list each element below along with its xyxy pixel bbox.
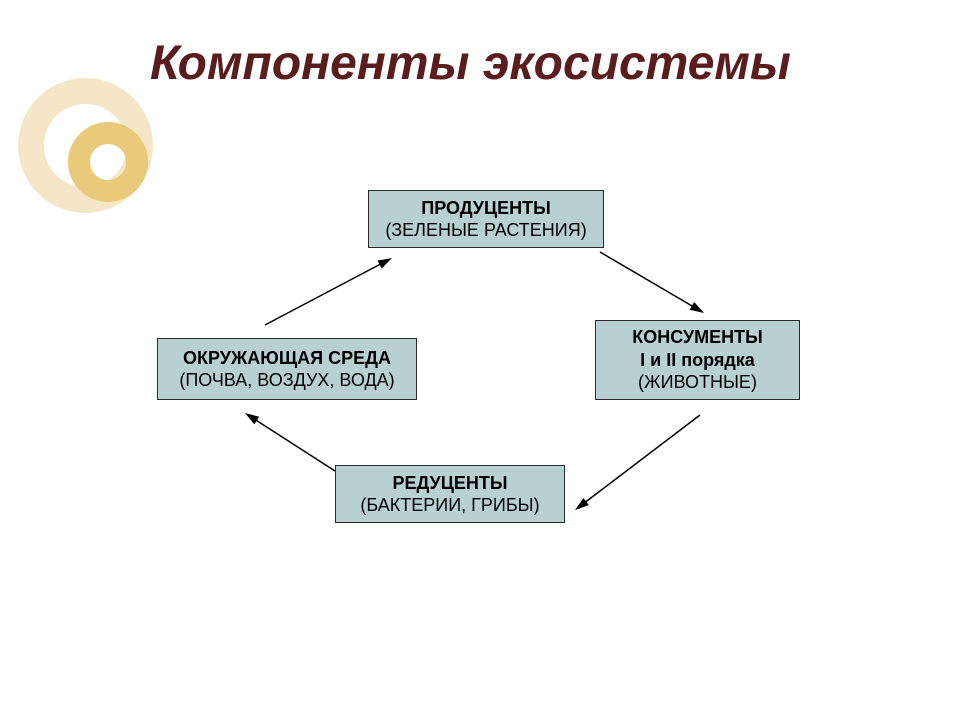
node-consumers-sub: (ЖИВОТНЫЕ) [638,371,757,394]
node-reducers: РЕДУЦЕНТЫ (БАКТЕРИИ, ГРИБЫ) [335,465,565,523]
node-environment-sub: (ПОЧВА, ВОЗДУХ, ВОДА) [179,369,394,392]
node-environment-label: ОКРУЖАЮЩАЯ СРЕДА [183,347,391,370]
node-reducers-label: РЕДУЦЕНТЫ [392,472,507,495]
node-consumers-mid: I и II порядка [640,349,755,372]
node-reducers-sub: (БАКТЕРИИ, ГРИБЫ) [360,494,539,517]
decor-ring-inner [68,122,148,202]
node-environment: ОКРУЖАЮЩАЯ СРЕДА (ПОЧВА, ВОЗДУХ, ВОДА) [157,338,417,400]
node-producers: ПРОДУЦЕНТЫ (ЗЕЛЕНЫЕ РАСТЕНИЯ) [368,190,604,248]
page-title: Компоненты экосистемы [150,36,791,91]
node-consumers-label: КОНСУМЕНТЫ [632,326,763,349]
arrows-layer [0,0,960,720]
node-consumers: КОНСУМЕНТЫ I и II порядка (ЖИВОТНЫЕ) [595,320,800,400]
node-producers-sub: (ЗЕЛЕНЫЕ РАСТЕНИЯ) [385,219,586,242]
node-producers-label: ПРОДУЦЕНТЫ [421,197,550,220]
